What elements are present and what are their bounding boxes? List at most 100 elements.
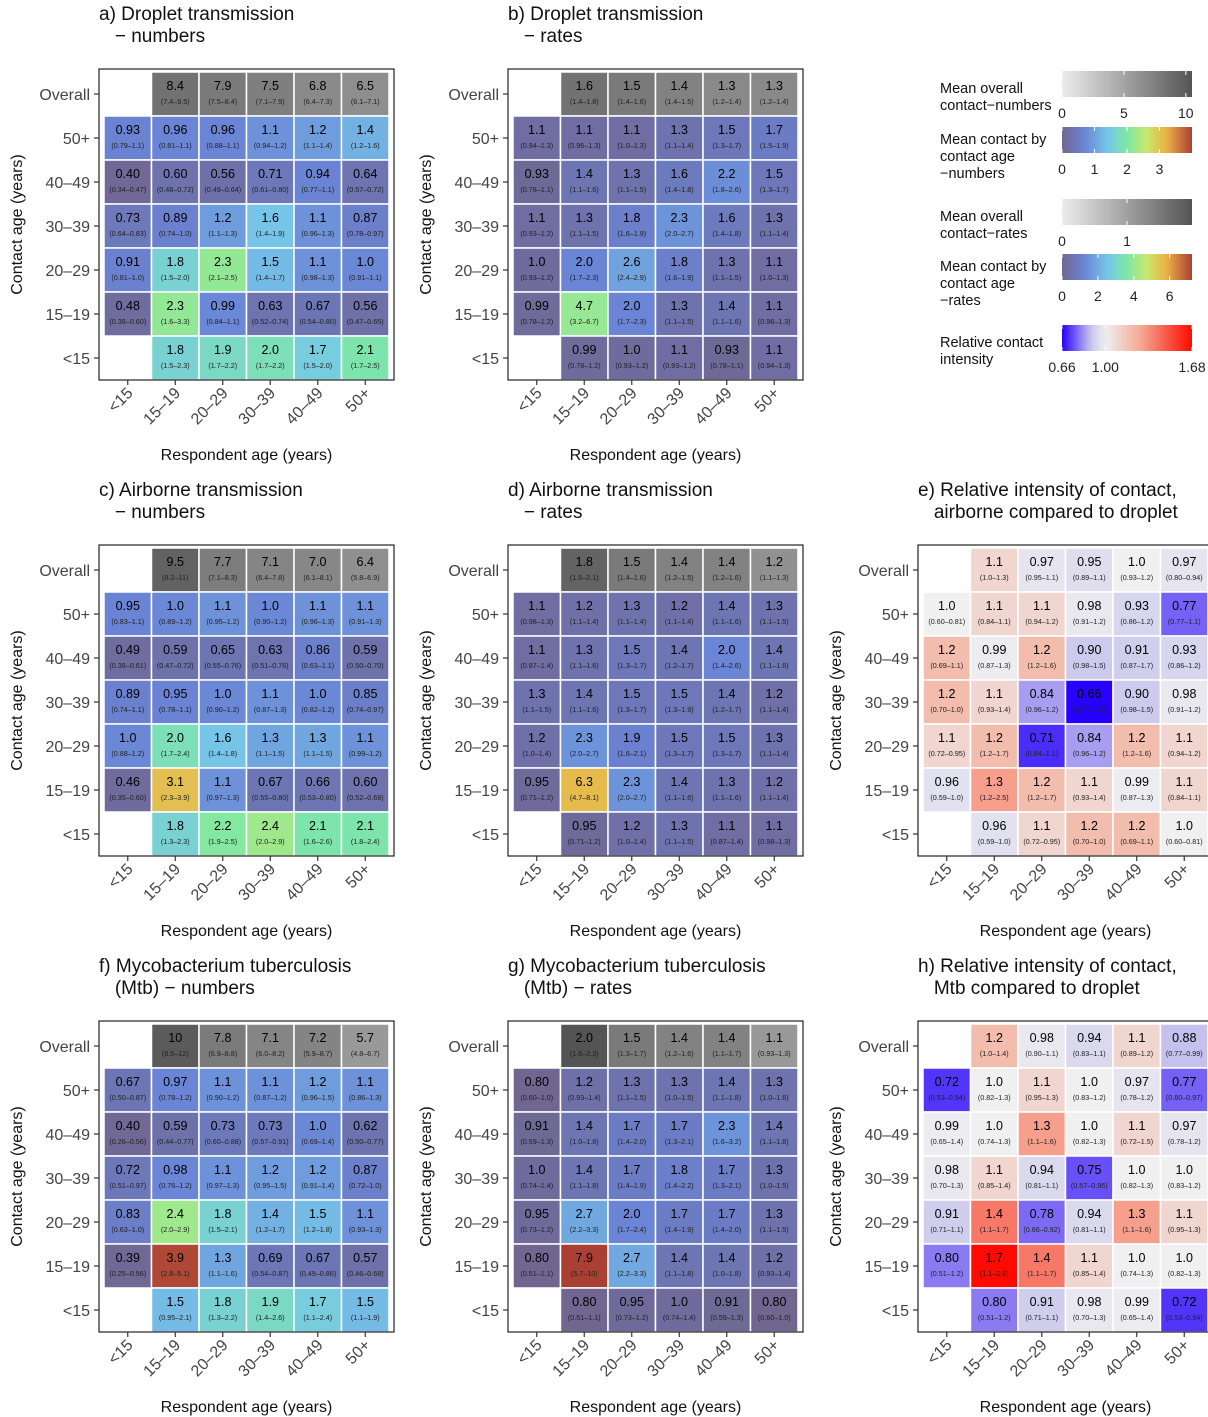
x-tick-label: 50+ [343, 1337, 374, 1368]
heatmap-cell [245, 547, 295, 593]
heatmap-cell [922, 635, 972, 681]
cell-value: 1.1 [357, 1207, 374, 1221]
cell-ci: (0.95–1.1) [1025, 573, 1058, 582]
cell-value: 1.4 [357, 123, 374, 137]
cell-value: 0.64 [353, 167, 377, 181]
cell-ci: (1.1–1.4) [760, 749, 789, 758]
heatmap-cell [150, 679, 200, 725]
heatmap-cell [607, 1023, 657, 1069]
cell-ci: (2.2–3.3) [570, 1225, 599, 1234]
legend-tick-label: 5 [1120, 105, 1128, 121]
cell-value: 1.5 [718, 123, 735, 137]
heatmap-cell [749, 1287, 799, 1333]
cell-ci: (0.78–1.2) [1120, 1093, 1153, 1102]
cell-ci: (1.4–1.8) [570, 97, 599, 106]
cell-value: 1.0 [214, 687, 231, 701]
heatmap-cell [749, 723, 799, 769]
cell-value: 1.3 [986, 775, 1003, 789]
panel-title: − rates [508, 502, 582, 523]
cell-value: 1.1 [528, 643, 545, 657]
legend-title: contact−rates [940, 226, 1027, 242]
cell-ci: (1.1–1.5) [570, 229, 599, 238]
cell-ci: (1.7–2.5) [351, 361, 380, 370]
cell-ci: (0.94–1.3) [758, 361, 791, 370]
cell-value: 0.72 [935, 1075, 959, 1089]
cell-value: 0.67 [306, 299, 330, 313]
cell-ci: (0.60–0.97) [1166, 1093, 1203, 1102]
cell-ci: (0.98–1.3) [301, 273, 334, 282]
cell-value: 0.60 [353, 775, 377, 789]
cell-value: 1.1 [528, 123, 545, 137]
legend-tick-label: 1 [1091, 161, 1099, 177]
cell-value: 1.1 [986, 1163, 1003, 1177]
heatmap-cell [749, 115, 799, 161]
heatmap-cell [245, 591, 295, 637]
panel-border [917, 544, 1208, 857]
cell-ci: (1.4–2.6) [256, 1313, 285, 1322]
cell-value: 1.3 [623, 1075, 640, 1089]
cell-ci: (0.98–1.5) [1120, 705, 1153, 714]
cell-value: 0.71 [1030, 731, 1054, 745]
cell-ci: (0.93–1.4) [568, 1093, 601, 1102]
heatmap-cell [245, 1243, 295, 1289]
heatmap-cell [1064, 1243, 1114, 1289]
cell-value: 1.8 [214, 1295, 231, 1309]
cell-value: 0.46 [116, 775, 140, 789]
cell-ci: (1.6–2.6) [303, 837, 332, 846]
cell-ci: (0.69–1.4) [301, 1137, 334, 1146]
cell-value: 2.3 [623, 775, 640, 789]
heatmap-cell [1017, 679, 1067, 725]
cell-ci: (2.4–2.9) [617, 273, 646, 282]
cell-value: 1.1 [357, 731, 374, 745]
x-axis-label: Respondent age (years) [570, 447, 742, 464]
x-tick-label: 30–39 [236, 861, 280, 905]
panel-title: (Mtb) − numbers [99, 978, 255, 999]
heatmap-cell [749, 811, 799, 857]
cell-ci: (1.0–1.3) [617, 141, 646, 150]
heatmap-cell [1017, 591, 1067, 637]
cell-ci: (1.1–1.5) [665, 837, 694, 846]
heatmap-cell [150, 1199, 200, 1245]
cell-ci: (7.1–8.3) [208, 573, 237, 582]
cell-ci: (1.4–1.8) [665, 185, 694, 194]
cell-ci: (1.1–1.3) [760, 573, 789, 582]
y-tick-label: 20–29 [455, 739, 500, 756]
heatmap-cell [340, 723, 390, 769]
heatmap-cell [103, 115, 153, 161]
cell-value: 0.99 [572, 343, 596, 357]
x-tick-label: 30–39 [645, 861, 689, 905]
cell-value: 0.96 [163, 123, 187, 137]
panel-border [98, 544, 395, 857]
cell-ci: (0.44–0.77) [157, 1137, 194, 1146]
heatmap-cell [702, 1111, 752, 1157]
heatmap-cell [749, 203, 799, 249]
x-tick-label: <15 [924, 1337, 955, 1368]
heatmap-cell [559, 635, 609, 681]
cell-value: 1.2 [986, 1031, 1003, 1045]
heatmap-cell [198, 1287, 248, 1333]
heatmap-cell [654, 591, 704, 637]
heatmap-cell [512, 1067, 562, 1113]
heatmap-cell [969, 591, 1019, 637]
cell-value: 1.8 [623, 211, 640, 225]
cell-value: 1.7 [309, 1295, 326, 1309]
cell-value: 1.5 [262, 255, 279, 269]
panel-title: d) Airborne transmission [508, 480, 713, 501]
cell-ci: (3.2–6.7) [570, 317, 599, 326]
cell-value: 0.97 [1030, 555, 1054, 569]
cell-ci: (8.2–11) [162, 573, 188, 582]
cell-value: 0.90 [1125, 687, 1149, 701]
cell-value: 2.1 [357, 343, 374, 357]
cell-value: 1.7 [718, 1163, 735, 1177]
cell-value: 1.3 [766, 1163, 783, 1177]
heatmap-cell [749, 1199, 799, 1245]
cell-value: 1.2 [1128, 819, 1145, 833]
heatmap-cell [654, 335, 704, 381]
cell-ci: (1.0–1.3) [760, 273, 789, 282]
cell-ci: (1.1–1.8) [760, 1137, 789, 1146]
cell-ci: (0.66–0.92) [1023, 1225, 1060, 1234]
cell-value: 0.96 [935, 775, 959, 789]
cell-ci: (0.95–1.3) [1168, 1225, 1201, 1234]
heatmap-cell [654, 159, 704, 205]
y-tick-label: 50+ [882, 607, 909, 624]
